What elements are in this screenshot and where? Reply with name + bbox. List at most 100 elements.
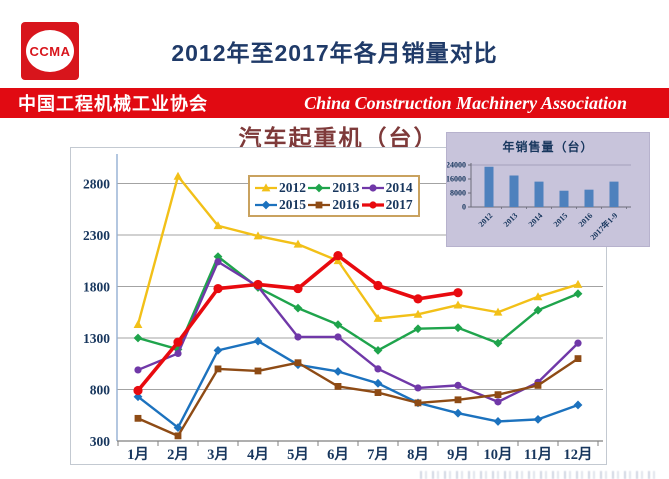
series-line-2017 — [136, 253, 460, 393]
association-banner: 中国工程机械工业协会 China Construction Machinery … — [0, 88, 669, 118]
data-point-2017 — [333, 251, 343, 261]
legend-item-2017: 2017 — [361, 196, 413, 213]
x-axis-label: 3月 — [207, 446, 229, 463]
y-axis-label: 300 — [90, 434, 111, 449]
y-axis-label: 1300 — [83, 331, 110, 346]
data-point-2012 — [293, 239, 303, 248]
legend-marker-icon — [308, 183, 331, 192]
association-name-cn: 中国工程机械工业协会 — [18, 94, 208, 114]
data-point-2014 — [574, 339, 582, 347]
series-line-2013 — [136, 255, 580, 352]
ccma-logo-text: CCMA — [29, 43, 71, 59]
data-point-2014 — [454, 381, 462, 389]
x-axis-label: 12月 — [564, 446, 593, 463]
data-point-2014 — [414, 384, 422, 392]
data-point-2016 — [534, 381, 542, 389]
bar-2013 — [509, 175, 519, 207]
data-point-2012 — [133, 320, 143, 329]
data-point-2014 — [174, 349, 182, 358]
data-point-2012 — [413, 309, 423, 318]
data-point-2015 — [373, 378, 383, 388]
data-point-2017 — [373, 280, 383, 291]
data-point-2012 — [173, 171, 183, 180]
data-point-2015 — [493, 417, 503, 426]
legend-marker-icon — [255, 182, 277, 191]
data-point-2015 — [173, 423, 183, 433]
inset-x-axis-label: 2017年1-9 — [588, 210, 620, 242]
data-point-2014 — [134, 366, 142, 374]
inset-x-axis-label: 2013 — [502, 211, 520, 229]
inset-y-axis-label: 8000 — [450, 189, 466, 198]
bar-2012 — [484, 166, 494, 207]
legend-item-2012: 2012 — [255, 179, 306, 196]
data-point-2016 — [374, 389, 382, 396]
series-line-2015 — [136, 339, 580, 429]
inset-chart-title: 年销售量（台） — [502, 140, 594, 154]
x-axis-label: 7月 — [367, 446, 389, 463]
inset-bar-chart: 0 8000 16000 24000 2012 2013 2014 2015 20162017年… — [447, 161, 631, 242]
legend-label: 2017 — [385, 196, 413, 212]
data-point-2014 — [374, 365, 382, 373]
legend-marker-icon — [361, 200, 384, 209]
legend-label: 2016 — [332, 196, 360, 212]
data-point-2013 — [533, 305, 543, 315]
inset-x-axis-label: 2016 — [577, 211, 595, 229]
data-point-2016 — [214, 365, 222, 373]
legend-marker-icon — [361, 183, 384, 192]
data-point-2013 — [133, 333, 143, 343]
series-line-2012 — [136, 175, 580, 326]
x-axis-label: 1月 — [127, 446, 149, 463]
legend-label: 2013 — [332, 179, 360, 195]
data-point-2013 — [213, 252, 223, 262]
ccma-logo: CCMA — [21, 22, 79, 80]
data-point-2017 — [413, 294, 423, 304]
y-axis-label: 2300 — [83, 228, 110, 243]
chart-legend: 2012 2013 2014 2015 2016 2017 — [248, 175, 420, 217]
legend-marker — [261, 182, 271, 191]
data-point-2016 — [174, 432, 182, 440]
data-point-2012 — [533, 292, 543, 301]
inset-x-axis-label: 2014 — [527, 211, 545, 229]
inset-x-axis-label: 2015 — [552, 211, 570, 229]
data-point-2012 — [373, 313, 383, 322]
legend-marker — [261, 200, 271, 209]
x-axis-label: 10月 — [484, 446, 513, 463]
data-point-2017 — [173, 337, 183, 347]
legend-label: 2015 — [279, 196, 306, 212]
legend-label: 2012 — [279, 179, 306, 195]
data-point-2017 — [213, 283, 223, 294]
data-point-2016 — [494, 391, 502, 399]
bar-2016 — [584, 189, 594, 207]
y-axis-label: 2800 — [83, 177, 110, 192]
series-line-2014 — [136, 260, 580, 404]
data-point-2016 — [254, 367, 262, 375]
cutoff-watermark — [420, 471, 660, 479]
ccma-logo-circle: CCMA — [26, 30, 74, 72]
legend-item-2016: 2016 — [308, 196, 359, 213]
association-name-en: China Construction Machinery Association — [304, 92, 627, 113]
data-point-2015 — [573, 400, 583, 410]
data-point-2016 — [134, 414, 142, 422]
data-point-2013 — [373, 345, 383, 355]
data-point-2014 — [294, 333, 302, 341]
data-point-2015 — [453, 408, 463, 418]
data-point-2013 — [413, 324, 423, 334]
data-point-2012 — [253, 231, 263, 240]
legend-marker — [369, 200, 377, 209]
series-line-2016 — [136, 357, 580, 438]
data-point-2012 — [453, 300, 463, 309]
bar-2014 — [534, 181, 544, 207]
chart-title: 汽车起重机（台） — [238, 126, 439, 151]
inset-panel: 年销售量（台） 0 8000 16000 24000 2012 2013 2014 2015 2… — [446, 132, 650, 247]
data-point-2016 — [454, 396, 462, 404]
data-point-2015 — [333, 367, 343, 376]
inset-y-axis-label: 16000 — [447, 175, 466, 184]
data-point-2016 — [334, 383, 342, 390]
legend-label: 2014 — [385, 179, 413, 195]
data-point-2012 — [573, 279, 583, 288]
data-point-2014 — [334, 333, 342, 341]
legend-marker — [369, 183, 377, 192]
inset-y-axis-label: 0 — [462, 203, 466, 212]
legend-item-2015: 2015 — [255, 196, 306, 213]
y-axis-label: 800 — [90, 383, 111, 398]
